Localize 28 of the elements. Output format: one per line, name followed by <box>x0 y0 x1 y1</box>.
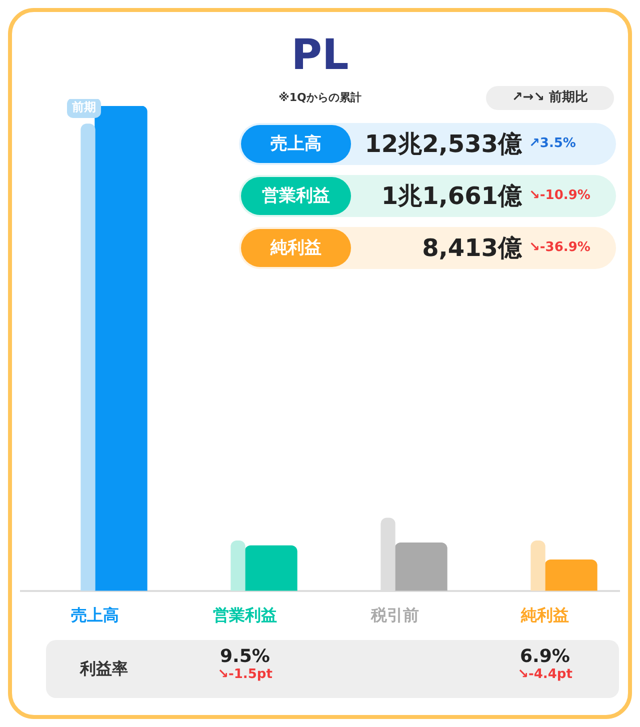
annotation: ↗3.5% <box>529 135 576 153</box>
annotation: 12兆2,533億 <box>364 129 522 160</box>
bar <box>530 540 546 591</box>
bar <box>544 559 598 591</box>
bar <box>94 106 148 591</box>
annotation: ↘-10.9% <box>529 187 590 205</box>
key-pill: ↗→↘ 前期比 <box>486 86 614 110</box>
chart-title: PL <box>290 30 350 79</box>
series-label: 前期 <box>71 100 96 114</box>
x-tick-label: 税引前 <box>370 606 419 625</box>
chart-subtitle: ※1Qからの累計 <box>278 91 362 104</box>
x-tick-label: 売上高 <box>71 606 119 625</box>
annotation: ↘-36.9% <box>529 239 590 257</box>
label-pill: 売上高 <box>241 125 351 163</box>
annotation: 8,413億 <box>422 233 522 264</box>
summary-row: 営業利益 1兆1,661億 ↘-10.9% <box>239 175 616 217</box>
annotation: 1兆1,661億 <box>381 181 522 212</box>
label-pill: 純利益 <box>241 229 351 267</box>
summary-row: 売上高 12兆2,533億 ↗3.5% <box>239 123 616 165</box>
x-tick-label: 純利益 <box>520 606 569 625</box>
label-pill: 営業利益 <box>241 177 351 215</box>
ratio-table: 利益率 9.5% ↘-1.5pt 6.9% ↘-4.4pt <box>46 640 619 698</box>
bar <box>244 545 298 591</box>
x-tick-label: 営業利益 <box>213 606 277 625</box>
summary-row: 純利益 8,413億 ↘-36.9% <box>239 227 616 269</box>
bar <box>80 124 96 591</box>
bar <box>394 542 448 591</box>
bar <box>230 540 246 591</box>
